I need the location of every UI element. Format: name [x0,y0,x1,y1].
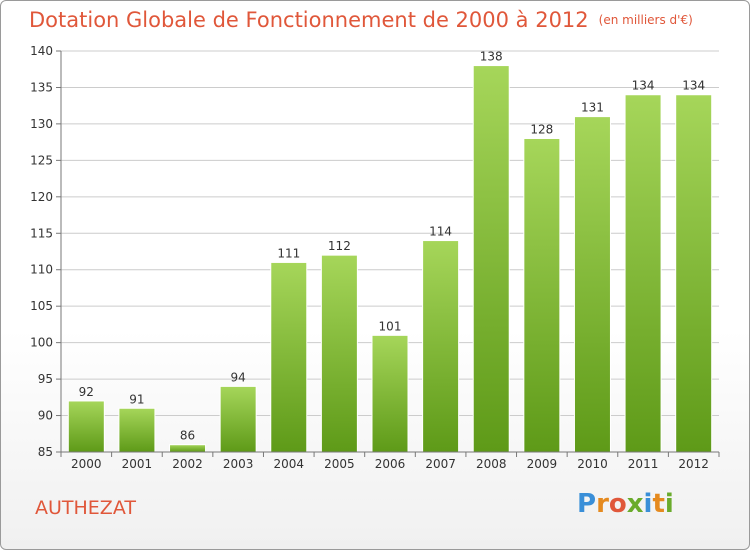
logo-letter: t [652,489,665,519]
data-label: 112 [328,239,351,253]
axes [56,50,720,457]
data-label: 101 [379,319,402,333]
y-tick-label: 115 [30,226,53,240]
x-tick-label: 2009 [527,457,558,471]
data-label: 91 [129,392,144,406]
proxiti-logo: Proxiti [577,489,674,519]
data-label: 128 [530,122,553,136]
x-tick-label: 2003 [223,457,254,471]
data-label: 134 [682,79,705,93]
y-tick-label: 135 [30,80,53,94]
y-tick-label: 120 [30,190,53,204]
logo-letter: P [577,489,597,519]
bar-2000 [67,400,105,453]
x-tick-label: 2012 [678,457,709,471]
bar-2011 [624,94,662,453]
bar-2004 [270,261,308,453]
bar-2005 [320,254,358,453]
bar-2008 [472,65,510,453]
logo-letter: o [608,489,627,519]
x-tick-label: 2005 [324,457,355,471]
x-tick-label: 2008 [476,457,507,471]
x-tick-label: 2000 [71,457,102,471]
x-tick-label: 2007 [425,457,456,471]
x-tick-label: 2010 [577,457,608,471]
bar-2007 [422,240,460,453]
x-tick-label: 2004 [273,457,304,471]
bar-2010 [573,116,611,453]
logo-letter: x [626,489,644,519]
y-tick-label: 110 [30,263,53,277]
data-label: 138 [480,50,503,64]
bar-2009 [523,137,561,453]
title-text: Dotation Globale de Fonctionnement de 20… [29,8,589,32]
chart-title: Dotation Globale de Fonctionnement de 20… [29,8,693,32]
logo-letter: i [643,489,653,519]
bar-2003 [219,385,257,453]
bars [67,65,713,453]
y-tick-label: 100 [30,336,53,350]
data-label: 111 [277,246,300,260]
y-tick-label: 95 [38,372,53,386]
y-tick-label: 105 [30,299,53,313]
bar-2002 [169,444,207,453]
bar-2012 [675,94,713,453]
x-tick-label: 2002 [172,457,203,471]
bar-2001 [118,407,156,453]
y-tick-label: 85 [38,445,53,459]
unit-label: (en milliers d'€) [598,13,693,27]
y-tick-label: 90 [38,409,53,423]
data-label: 131 [581,101,604,115]
x-tick-label: 2001 [122,457,153,471]
x-tick-label: 2011 [628,457,659,471]
data-label: 94 [231,370,246,384]
labels: 85 90 95 100 105 110 115 120 125 130 135 140 92 2000 9… [30,44,709,471]
logo-letter: i [664,489,674,519]
logo-letter: r [596,489,609,519]
y-tick-label: 130 [30,117,53,131]
commune-name: AUTHEZAT [35,497,136,519]
y-tick-label: 140 [30,44,53,58]
x-tick-label: 2006 [375,457,406,471]
y-tick-label: 125 [30,153,53,167]
bar-2006 [371,334,409,453]
data-label: 134 [632,79,655,93]
data-label: 92 [79,385,94,399]
data-label: 114 [429,225,452,239]
data-label: 86 [180,429,195,443]
